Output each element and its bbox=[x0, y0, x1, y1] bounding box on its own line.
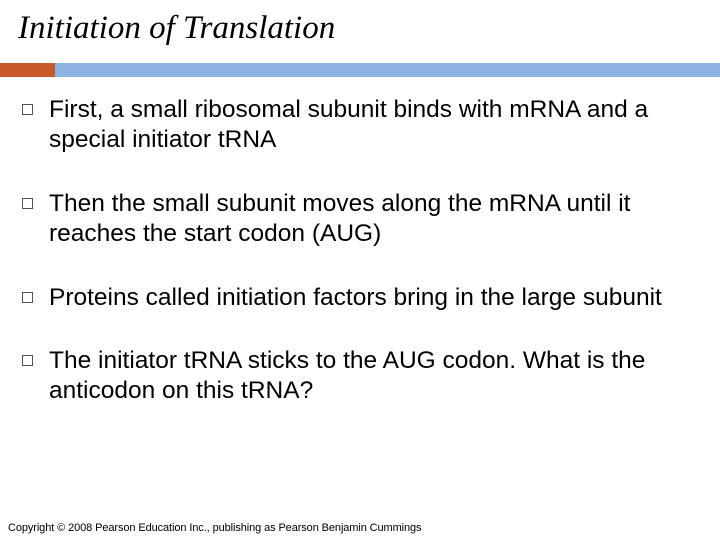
list-item: The initiator tRNA sticks to the AUG cod… bbox=[22, 346, 690, 406]
bullet-text: The initiator tRNA sticks to the AUG cod… bbox=[49, 346, 690, 406]
title-area: Initiation of Translation bbox=[0, 0, 720, 53]
content-area: First, a small ribosomal subunit binds w… bbox=[0, 77, 720, 406]
accent-long bbox=[55, 63, 720, 77]
hollow-square-icon bbox=[22, 104, 33, 115]
slide-container: Initiation of Translation First, a small… bbox=[0, 0, 720, 540]
bullet-text: Proteins called initiation factors bring… bbox=[49, 283, 662, 313]
list-item: First, a small ribosomal subunit binds w… bbox=[22, 95, 690, 155]
bullet-text: First, a small ribosomal subunit binds w… bbox=[49, 95, 690, 155]
hollow-square-icon bbox=[22, 355, 33, 366]
bullet-text: Then the small subunit moves along the m… bbox=[49, 189, 690, 249]
slide-title: Initiation of Translation bbox=[18, 10, 702, 47]
accent-bar bbox=[0, 63, 720, 77]
list-item: Then the small subunit moves along the m… bbox=[22, 189, 690, 249]
accent-short bbox=[0, 63, 55, 77]
list-item: Proteins called initiation factors bring… bbox=[22, 283, 690, 313]
copyright-text: Copyright © 2008 Pearson Education Inc.,… bbox=[8, 522, 421, 534]
hollow-square-icon bbox=[22, 198, 33, 209]
hollow-square-icon bbox=[22, 292, 33, 303]
